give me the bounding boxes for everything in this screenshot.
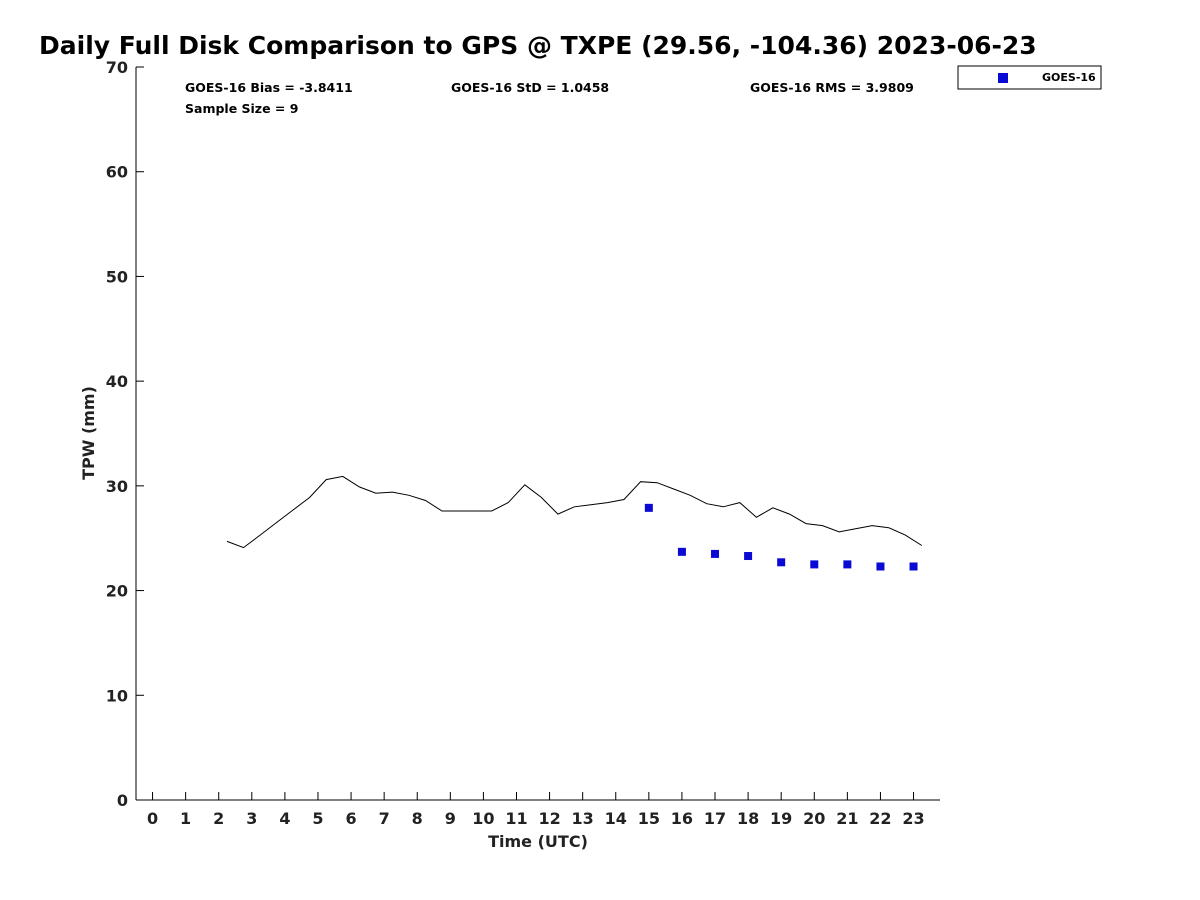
- rms-stat: GOES-16 RMS = 3.9809: [750, 80, 914, 95]
- x-tick-label: 19: [770, 809, 792, 828]
- x-axis-label: Time (UTC): [488, 832, 588, 851]
- goes-16-point: [843, 560, 852, 569]
- std-stat: GOES-16 StD = 1.0458: [451, 80, 609, 95]
- x-tick-label: 10: [472, 809, 494, 828]
- x-tick-label: 20: [803, 809, 825, 828]
- y-tick-label: 10: [106, 686, 128, 705]
- x-tick-label: 9: [445, 809, 456, 828]
- y-tick-label: 40: [106, 372, 128, 391]
- x-tick-label: 16: [671, 809, 693, 828]
- legend: GOES-16: [957, 65, 1102, 90]
- y-tick-label: 30: [106, 477, 128, 496]
- legend-label-goes-16: GOES-16: [1042, 71, 1096, 84]
- x-tick-label: 12: [538, 809, 560, 828]
- legend-marker-goes-16: [998, 73, 1008, 83]
- x-tick-label: 13: [572, 809, 594, 828]
- sample-size-stat: Sample Size = 9: [185, 101, 298, 116]
- goes-16-point: [876, 562, 885, 571]
- x-tick-label: 6: [345, 809, 356, 828]
- x-tick-label: 23: [902, 809, 924, 828]
- x-tick-label: 11: [505, 809, 527, 828]
- x-tick-label: 14: [605, 809, 627, 828]
- y-tick-label: 50: [106, 267, 128, 286]
- x-tick-label: 7: [379, 809, 390, 828]
- y-tick-label: 60: [106, 163, 128, 182]
- x-axis-ticks: 0 1 2 3 4 5 6 7 8 9 10 11 12 13 14 15 16 17 18 19 20 21 22 23: [147, 792, 925, 828]
- chart-title: Daily Full Disk Comparison to GPS @ TXPE…: [39, 31, 1037, 60]
- x-tick-label: 1: [180, 809, 191, 828]
- x-tick-label: 22: [869, 809, 891, 828]
- y-axis-label: TPW (mm): [79, 386, 98, 480]
- series-layer: [226, 475, 923, 571]
- goes-16-point: [711, 549, 720, 558]
- x-tick-label: 21: [836, 809, 858, 828]
- y-tick-label: 0: [117, 791, 128, 810]
- goes-16-point: [677, 547, 686, 556]
- y-axis-ticks: 0 10 20 30 40 50 60 70: [106, 58, 144, 810]
- x-tick-label: 8: [412, 809, 423, 828]
- x-tick-label: 18: [737, 809, 759, 828]
- x-tick-label: 17: [704, 809, 726, 828]
- x-tick-label: 0: [147, 809, 158, 828]
- x-tick-label: 15: [638, 809, 660, 828]
- x-tick-label: 4: [279, 809, 290, 828]
- goes-16-point: [744, 552, 753, 561]
- goes-16-point: [644, 503, 653, 512]
- legend-box: [957, 65, 1102, 90]
- y-tick-label: 20: [106, 582, 128, 601]
- goes-16-point: [909, 562, 918, 571]
- goes-16-point: [777, 558, 786, 567]
- goes-16-point: [810, 560, 819, 569]
- gps-tpw-line: [226, 475, 923, 549]
- x-tick-label: 5: [312, 809, 323, 828]
- x-tick-label: 2: [213, 809, 224, 828]
- x-tick-label: 3: [246, 809, 257, 828]
- bias-stat: GOES-16 Bias = -3.8411: [185, 80, 353, 95]
- y-tick-label: 70: [106, 58, 128, 77]
